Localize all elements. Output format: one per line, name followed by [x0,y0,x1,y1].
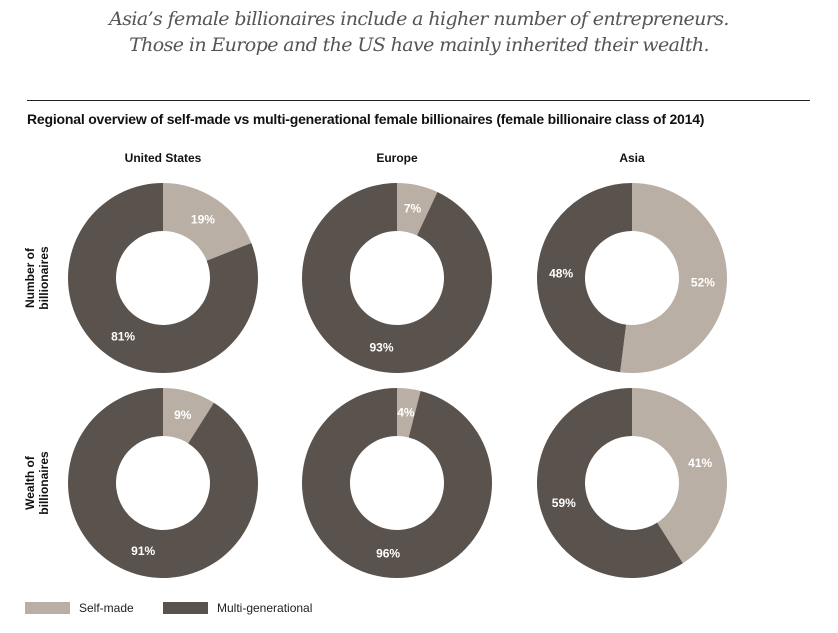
legend-label: Multi-generational [217,601,313,615]
data-label: 59% [552,496,576,510]
donut-slice-united-states-multi-generational [68,183,259,373]
data-label: 81% [111,330,135,344]
legend-swatch [163,602,208,614]
data-label: 52% [691,275,715,289]
donut-slice-europe-multi-generational [302,183,492,374]
divider [27,100,810,101]
data-label: 7% [404,202,422,216]
column-header-us: United States [124,151,202,165]
data-label: 9% [174,408,192,422]
donut-slice-europe-self-made [397,388,421,438]
data-label: 19% [191,212,215,226]
donut-slice-asia-self-made [632,388,728,564]
donut-slice-united-states-self-made [163,183,252,261]
donut-slice-asia-multi-generational [537,388,683,578]
data-label: 96% [376,546,400,560]
donut-slice-europe-multi-generational [302,388,493,578]
legend-swatch [25,602,70,614]
data-label: 93% [369,340,393,354]
data-label: 4% [397,406,415,420]
donut-slice-asia-self-made [620,183,727,373]
donut-slice-united-states-multi-generational [68,388,258,579]
column-header-europe: Europe [376,151,418,165]
chart-title: Regional overview of self-made vs multi-… [27,111,705,127]
column-header-asia: Asia [619,151,645,165]
legend-item-self-made: Self-made [25,601,134,615]
donut-slice-united-states-self-made [163,388,214,444]
headline-line-2: Those in Europe and the US have mainly i… [129,34,709,56]
donut-slice-asia-multi-generational [536,183,632,373]
data-label: 48% [549,267,573,281]
data-label: 91% [131,544,155,558]
headline-line-1: Asia’s female billionaires include a hig… [109,8,729,30]
donut-slice-europe-self-made [397,183,438,236]
legend-item-multi-generational: Multi-generational [163,601,312,615]
data-label: 41% [688,456,712,470]
legend-label: Self-made [79,601,134,615]
